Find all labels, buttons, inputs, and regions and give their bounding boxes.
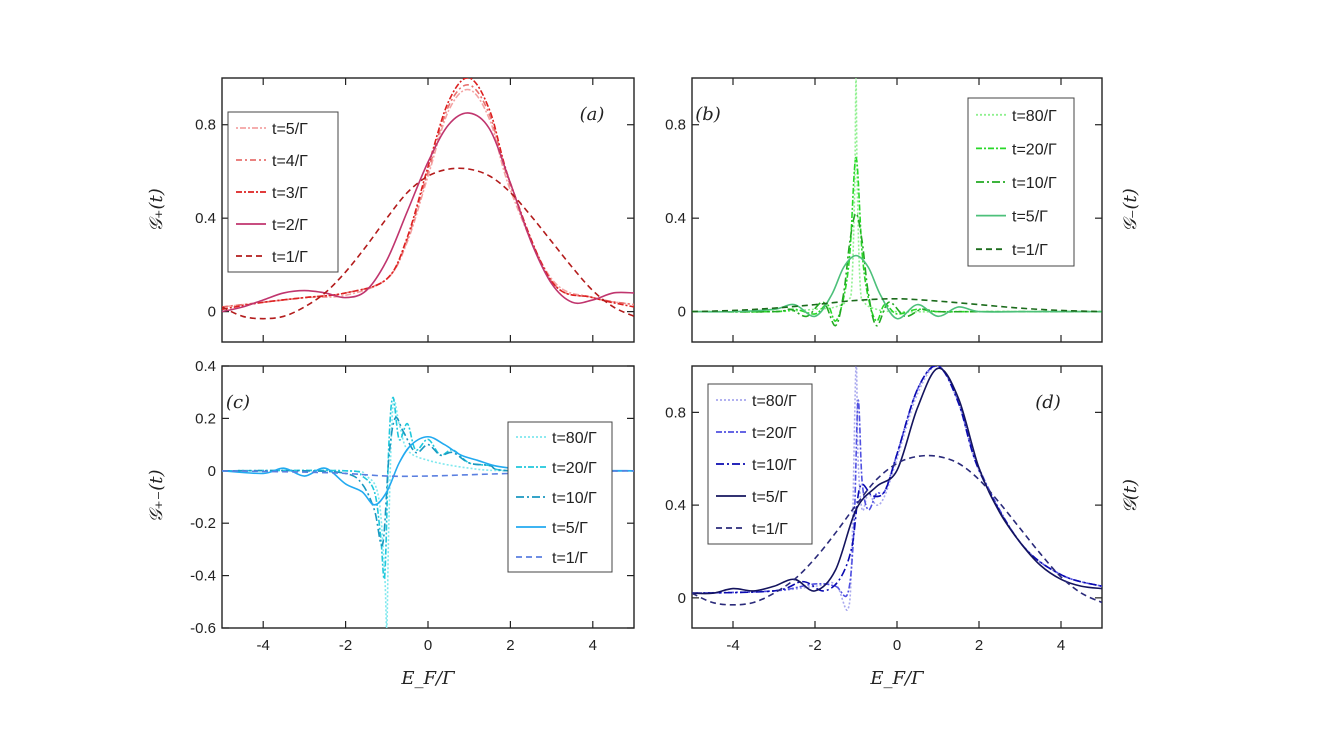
x-tick-label: 0: [424, 637, 432, 654]
legend-entry: t=3/Γ: [272, 185, 308, 202]
y-tick-label: 0: [678, 304, 686, 321]
panel-b: 0 0.4 0.8 t=80/Γ t=20/Γ t=10/Γ t=5/Γ t=1/Γ (b) 𝒢₋…: [665, 77, 1141, 343]
legend-entry: t=5/Γ: [552, 520, 588, 537]
series-line: [692, 297, 1102, 313]
legend-entry: t=2/Γ: [272, 217, 308, 234]
legend-entry: t=1/Γ: [272, 249, 308, 266]
legend-box: [507, 421, 613, 573]
series-line: [222, 112, 634, 313]
panel-c: -4 -2 0 2 4-0.6-0.4-0.200.20.4t=80/Γt=20/Γt=…: [146, 358, 635, 689]
x-tick-label: -2: [339, 637, 352, 654]
panel-label-b: (b): [695, 104, 721, 125]
x-tick-label: 0: [893, 637, 901, 654]
legend-entry: t=4/Γ: [272, 153, 308, 170]
series-line: [692, 78, 1102, 313]
legend-entry: t=10/Γ: [552, 490, 597, 507]
legend-box: [227, 111, 339, 273]
x-tick-label: 2: [506, 637, 514, 654]
x-tick-label: -4: [257, 637, 270, 654]
legend-entry: t=20/Γ: [752, 425, 797, 442]
y-tick-label: 0.4: [665, 210, 686, 227]
legend-entry: t=1/Γ: [552, 550, 588, 567]
y-tick-label: -0.6: [190, 620, 216, 637]
y-axis-title-a: 𝒢₊(t): [146, 188, 167, 232]
x-tick-label: 4: [589, 637, 597, 654]
y-axis-title-d: 𝒢(t): [1120, 479, 1141, 513]
legend-entry: t=80/Γ: [752, 393, 797, 410]
y-tick-label: 0.4: [195, 210, 216, 227]
legend-entry: t=1/Γ: [1012, 242, 1048, 259]
series-line: [692, 454, 1102, 606]
series-group-a: [222, 78, 634, 320]
legend-box: [707, 383, 813, 545]
legend-entry: t=5/Γ: [1012, 209, 1048, 226]
y-tick-label: 0.8: [195, 117, 216, 134]
series-line: [222, 416, 634, 547]
legend-entry: t=80/Γ: [1012, 108, 1057, 125]
y-tick-label: 0.4: [665, 497, 686, 514]
legend-d: t=80/Γ t=20/Γ t=10/Γ t=5/Γ t=1/Γ: [707, 383, 813, 545]
series-line: [222, 88, 634, 308]
panel-label-d: (d): [1035, 392, 1061, 413]
legend-entry: t=5/Γ: [272, 121, 308, 138]
y-tick-label: 0: [678, 590, 686, 607]
series-line: [692, 254, 1102, 320]
x-tick-label: 4: [1057, 637, 1065, 654]
series-group-b: [692, 78, 1102, 327]
y-tick-label: 0: [208, 304, 216, 321]
y-axis-title-b: 𝒢₋(t): [1120, 188, 1141, 232]
legend-entry: t=80/Γ: [552, 430, 597, 447]
series-line: [222, 78, 634, 311]
panel-d: -4 -2 0 2 4 0 0.4 0.8 t=80/Γ t=20/Γ t=10/Γ t=5/Γ t=1…: [665, 365, 1141, 689]
y-tick-label: -0.4: [190, 568, 216, 585]
legend-a: t=5/Γ t=4/Γ t=3/Γ t=2/Γ t=1/Γ: [227, 111, 339, 273]
series-line: [692, 367, 1102, 595]
y-tick-label: 0.8: [665, 404, 686, 421]
y-tick-label: -0.2: [190, 515, 216, 532]
y-tick-label: 0: [208, 463, 216, 480]
panels-group: 0 0.4 0.8 t=5/Γ t=4/Γ t=3/Γ t=2/Γ t=1/Γ (a) 𝒢₊(t)…: [146, 77, 1141, 689]
series-line: [222, 399, 634, 628]
x-axis-title-c: E_F/Γ: [400, 668, 456, 689]
legend-entry: t=1/Γ: [752, 521, 788, 538]
y-axis-title-c: 𝒢₊₋(t): [146, 469, 167, 522]
x-axis-title-d: E_F/Γ: [869, 668, 925, 689]
x-tick-label: -4: [726, 637, 739, 654]
legend-entry: t=10/Γ: [752, 457, 797, 474]
legend-entry: t=5/Γ: [752, 489, 788, 506]
x-tick-label: -2: [808, 637, 821, 654]
series-line: [222, 167, 634, 320]
panel-a: 0 0.4 0.8 t=5/Γ t=4/Γ t=3/Γ t=2/Γ t=1/Γ (a) 𝒢₊(t): [146, 77, 635, 343]
legend-entry: t=10/Γ: [1012, 175, 1057, 192]
legend-entry: t=20/Γ: [1012, 141, 1057, 158]
legend-entry: t=20/Γ: [552, 460, 597, 477]
y-tick-label: 0.8: [665, 117, 686, 134]
legend-c: t=80/Γ t=20/Γ t=10/Γ t=5/Γ t=1/Γ: [507, 421, 613, 573]
legend-box: [967, 97, 1075, 267]
panel-label-c: (c): [226, 392, 250, 413]
x-tick-label: 2: [975, 637, 983, 654]
series-group-d: [692, 366, 1102, 611]
y-tick-label: 0.2: [195, 410, 216, 427]
legend-b: t=80/Γ t=20/Γ t=10/Γ t=5/Γ t=1/Γ: [967, 97, 1075, 267]
panel-label-a: (a): [580, 104, 605, 125]
y-tick-label: 0.4: [195, 358, 216, 375]
